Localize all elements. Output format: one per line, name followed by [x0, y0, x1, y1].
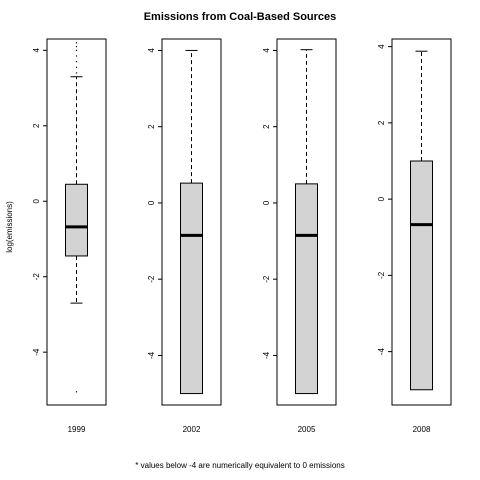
y-tick-label: 2: [377, 120, 386, 125]
box: [65, 183, 88, 257]
panel-1999: 4 2 0 -2 -4 1999: [32, 38, 107, 434]
box: [295, 183, 318, 395]
y-tick-label: -4: [147, 351, 156, 359]
y-axis-label: log(emissions): [5, 201, 14, 253]
x-category-label: 2002: [183, 425, 201, 434]
y-tick-label: 4: [32, 48, 41, 53]
panel-2005: 4 2 0 -2 -4 2005: [262, 38, 337, 434]
y-tick-label: 0: [32, 198, 41, 203]
y-tick-label: 4: [147, 48, 156, 53]
panel-frame: [391, 38, 452, 406]
y-tick-label: -2: [32, 273, 41, 281]
panel-frame: [161, 38, 222, 406]
y-tick-label: 2: [147, 124, 156, 129]
panels: 4 2 0 -2 -4 1999 4 2 0 -2 -4 2002 4 2 0 -2 -4 2005 4 2 0 -2 -4…: [32, 38, 452, 434]
x-category-label: 2005: [298, 425, 316, 434]
panel-frame: [276, 38, 337, 406]
footnote: * values below -4 are numerically equiva…: [135, 461, 344, 470]
y-tick-label: 0: [147, 200, 156, 205]
y-tick-label: -2: [377, 271, 386, 279]
y-tick-label: 0: [262, 200, 271, 205]
panel-frame: [46, 38, 107, 406]
x-category-label: 2008: [413, 425, 431, 434]
x-category-label: 1999: [68, 425, 86, 434]
panel-2008: 4 2 0 -2 -4 2008: [377, 38, 452, 434]
y-tick-label: 2: [32, 123, 41, 128]
box: [410, 160, 433, 391]
y-tick-label: 4: [262, 48, 271, 53]
y-tick-label: -2: [147, 275, 156, 283]
chart-title: Emissions from Coal-Based Sources: [144, 11, 337, 23]
box: [180, 182, 203, 395]
y-tick-label: -4: [262, 351, 271, 359]
y-tick-label: 0: [377, 196, 386, 201]
y-tick-label: 2: [262, 124, 271, 129]
panel-2002: 4 2 0 -2 -4 2002: [147, 38, 222, 434]
y-tick-label: -4: [32, 348, 41, 356]
y-tick-label: -4: [377, 348, 386, 356]
y-tick-label: -2: [262, 275, 271, 283]
y-tick-label: 4: [377, 44, 386, 49]
